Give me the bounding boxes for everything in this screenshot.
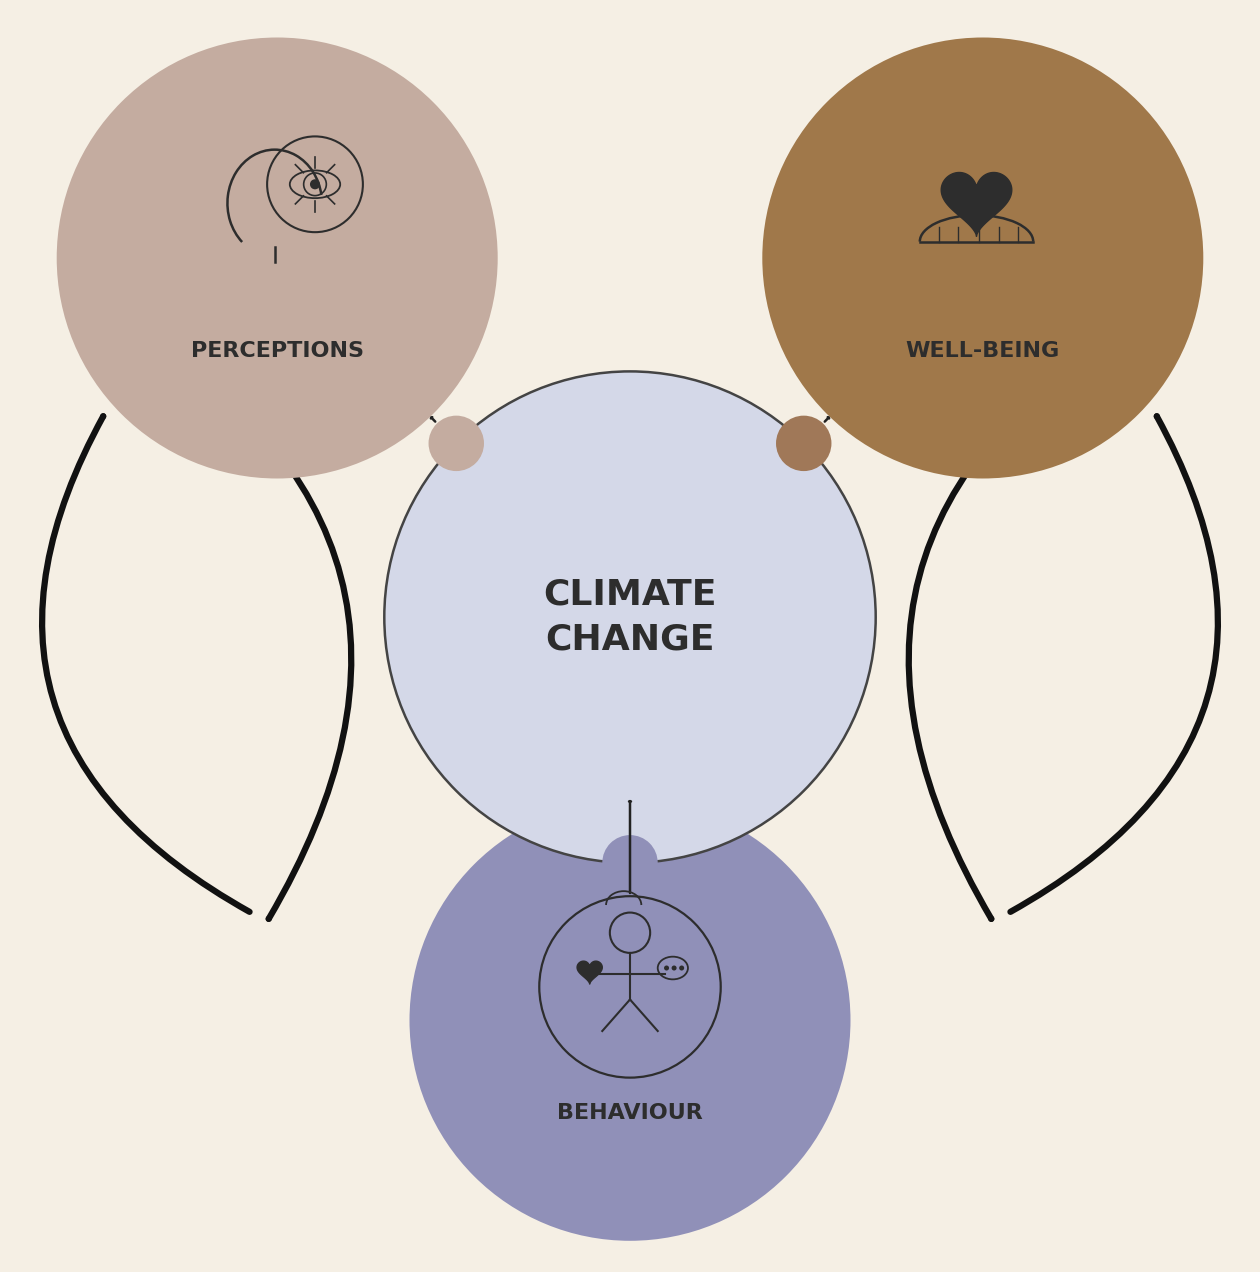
- FancyArrowPatch shape: [1011, 416, 1218, 912]
- Text: BEHAVIOUR: BEHAVIOUR: [557, 1103, 703, 1123]
- Circle shape: [57, 37, 498, 478]
- Polygon shape: [577, 962, 602, 985]
- Text: WELL-BEING: WELL-BEING: [906, 341, 1060, 360]
- Circle shape: [776, 416, 832, 471]
- Text: CLIMATE
CHANGE: CLIMATE CHANGE: [543, 577, 717, 656]
- Circle shape: [428, 416, 484, 471]
- Circle shape: [384, 371, 876, 862]
- Circle shape: [410, 800, 850, 1240]
- Circle shape: [664, 965, 669, 971]
- Circle shape: [679, 965, 684, 971]
- Circle shape: [672, 965, 677, 971]
- Text: PERCEPTIONS: PERCEPTIONS: [190, 341, 364, 360]
- FancyArrowPatch shape: [42, 416, 249, 912]
- Polygon shape: [941, 173, 1012, 237]
- Circle shape: [602, 836, 658, 890]
- FancyArrowPatch shape: [908, 310, 1150, 918]
- FancyArrowPatch shape: [110, 310, 352, 918]
- Circle shape: [310, 179, 320, 190]
- Circle shape: [762, 37, 1203, 478]
